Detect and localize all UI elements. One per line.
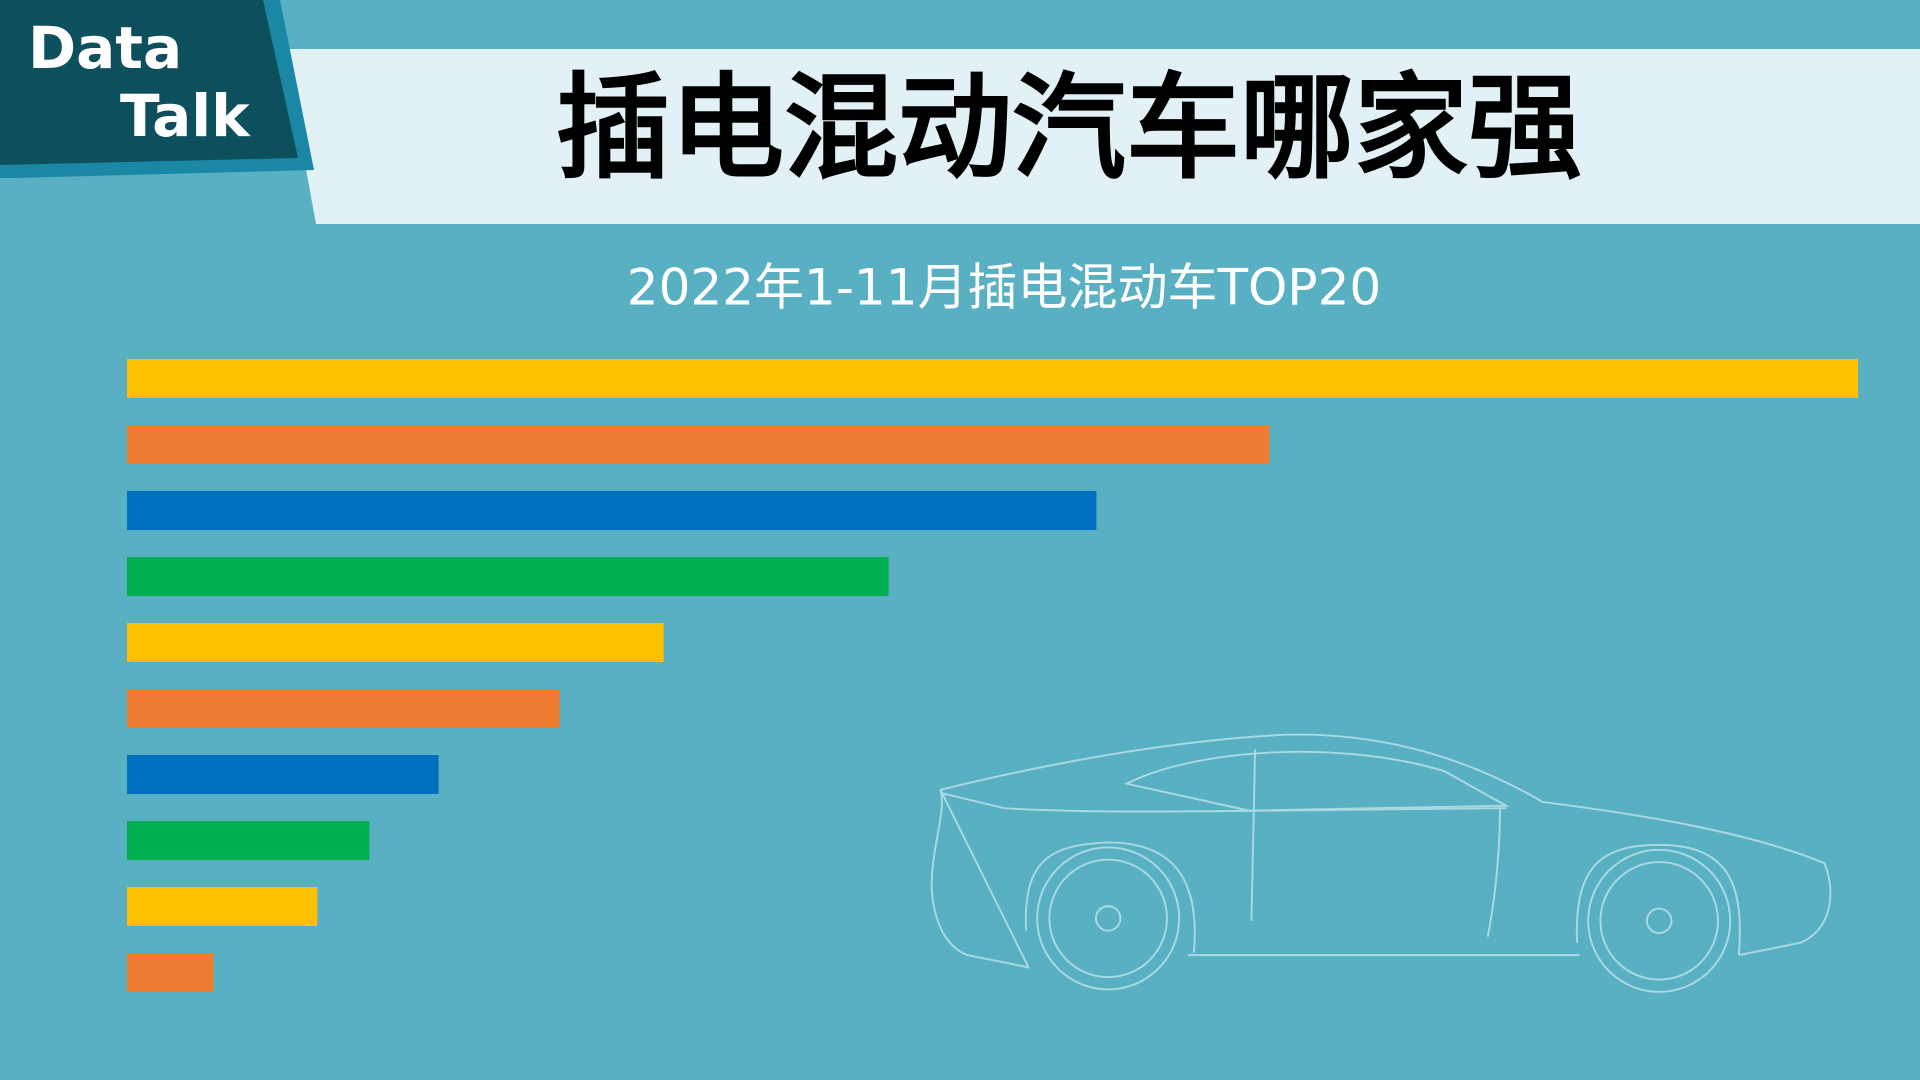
chart-title: 2022年1-11月插电混动车TOP20: [627, 259, 1381, 317]
title-banner: [284, 49, 1920, 224]
bar: [127, 689, 560, 728]
logo-box: [0, 0, 298, 165]
bar: [127, 821, 370, 860]
page-title: 插电混动汽车哪家强: [556, 61, 1582, 194]
bar: [127, 887, 318, 926]
bar: [127, 359, 1858, 398]
bar: [127, 755, 439, 794]
logo-text: Talk: [120, 82, 251, 150]
bar: [127, 623, 664, 662]
bar: [127, 425, 1270, 464]
bar: [127, 491, 1097, 530]
bar: [127, 953, 214, 992]
car-outline: [930, 733, 1832, 993]
bar: [127, 557, 889, 596]
logo-text: Data: [28, 14, 182, 82]
